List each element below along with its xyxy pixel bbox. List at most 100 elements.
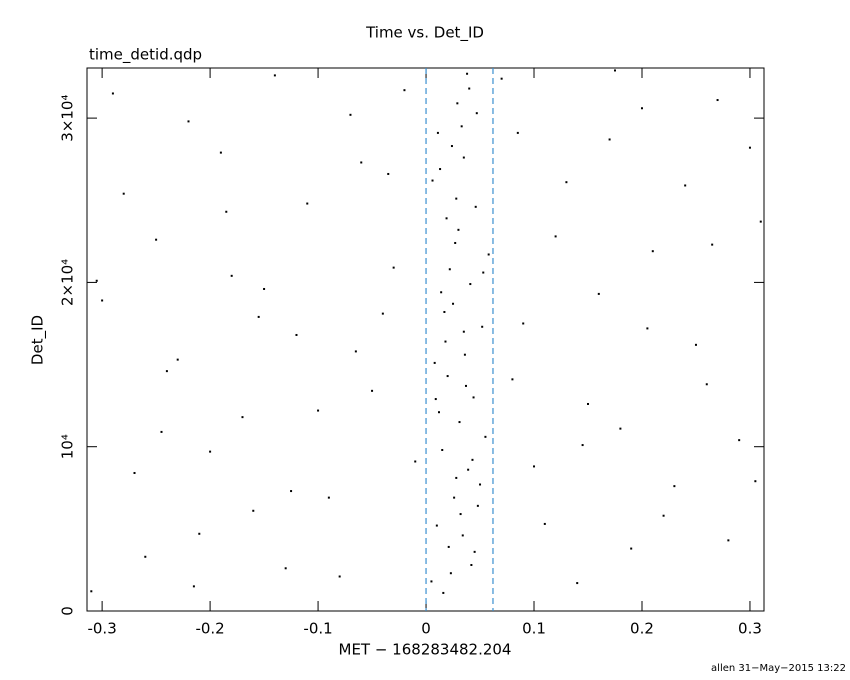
point: [90, 590, 93, 593]
point: [455, 476, 458, 479]
point: [440, 291, 443, 294]
point: [430, 580, 433, 583]
point: [581, 444, 584, 447]
point: [456, 102, 459, 105]
point: [759, 220, 762, 223]
point: [467, 468, 470, 471]
point: [447, 545, 450, 548]
point: [230, 274, 233, 277]
point: [533, 465, 536, 468]
point: [436, 131, 439, 134]
point: [613, 69, 616, 72]
point: [462, 330, 465, 333]
point: [452, 302, 455, 305]
point: [290, 490, 293, 493]
point: [155, 238, 158, 241]
point: [219, 151, 222, 154]
point: [748, 146, 751, 149]
chart-subtitle: time_detid.qdp: [89, 46, 202, 65]
chart-title: Time vs. Det_ID: [365, 24, 484, 43]
point: [257, 315, 260, 318]
point: [414, 460, 417, 463]
point: [487, 253, 490, 256]
point: [463, 353, 466, 356]
point: [464, 384, 467, 387]
point: [468, 87, 471, 90]
x-tick-label: -0.2: [195, 620, 224, 638]
point: [442, 591, 445, 594]
x-axis-label: MET − 168283482.204: [339, 641, 512, 659]
point: [317, 409, 320, 412]
point: [576, 582, 579, 585]
point: [111, 92, 114, 95]
y-tick-label: 0: [59, 606, 77, 616]
point: [449, 572, 452, 575]
point: [511, 378, 514, 381]
point: [484, 435, 487, 438]
point: [360, 161, 363, 164]
point: [165, 370, 168, 373]
point: [619, 427, 622, 430]
point: [295, 333, 298, 336]
point: [454, 241, 457, 244]
point: [381, 312, 384, 315]
point: [597, 292, 600, 295]
point: [448, 268, 451, 271]
point: [460, 125, 463, 128]
point: [727, 539, 730, 542]
point: [101, 299, 104, 302]
point: [684, 184, 687, 187]
point: [444, 340, 447, 343]
point: [263, 287, 266, 290]
point: [461, 534, 464, 537]
point: [711, 243, 714, 246]
point: [522, 322, 525, 325]
point: [476, 504, 479, 507]
point: [225, 210, 228, 213]
point: [630, 547, 633, 550]
point: [284, 567, 287, 570]
point: [434, 398, 437, 401]
point: [192, 585, 195, 588]
point: [640, 107, 643, 110]
point: [176, 358, 179, 361]
point: [122, 192, 125, 195]
point: [705, 383, 708, 386]
point: [482, 271, 485, 274]
point: [673, 485, 676, 488]
point: [437, 411, 440, 414]
x-tick-label: -0.3: [87, 620, 116, 638]
point: [516, 131, 519, 134]
y-axis-label: Det_ID: [29, 315, 48, 365]
point: [209, 450, 212, 453]
point: [662, 514, 665, 517]
point: [738, 439, 741, 442]
point: [475, 112, 478, 115]
point: [754, 480, 757, 483]
point: [403, 89, 406, 92]
point: [694, 343, 697, 346]
point: [349, 113, 352, 116]
point: [479, 483, 482, 486]
point: [435, 524, 438, 527]
point: [716, 99, 719, 102]
point: [651, 250, 654, 253]
y-tick-label: 10⁴: [59, 434, 77, 459]
point: [450, 145, 453, 148]
y-tick-label: 3×10⁴: [59, 95, 77, 142]
y-tick-label: 2×10⁴: [59, 259, 77, 306]
point: [433, 361, 436, 364]
point: [443, 310, 446, 313]
point: [273, 74, 276, 77]
point: [133, 471, 136, 474]
point: [354, 350, 357, 353]
point: [462, 156, 465, 159]
point: [387, 172, 390, 175]
point: [327, 496, 330, 499]
point: [144, 555, 147, 558]
x-tick-label: 0.3: [738, 620, 762, 638]
x-tick-label: -0.1: [303, 620, 332, 638]
point: [587, 402, 590, 405]
point: [474, 205, 477, 208]
